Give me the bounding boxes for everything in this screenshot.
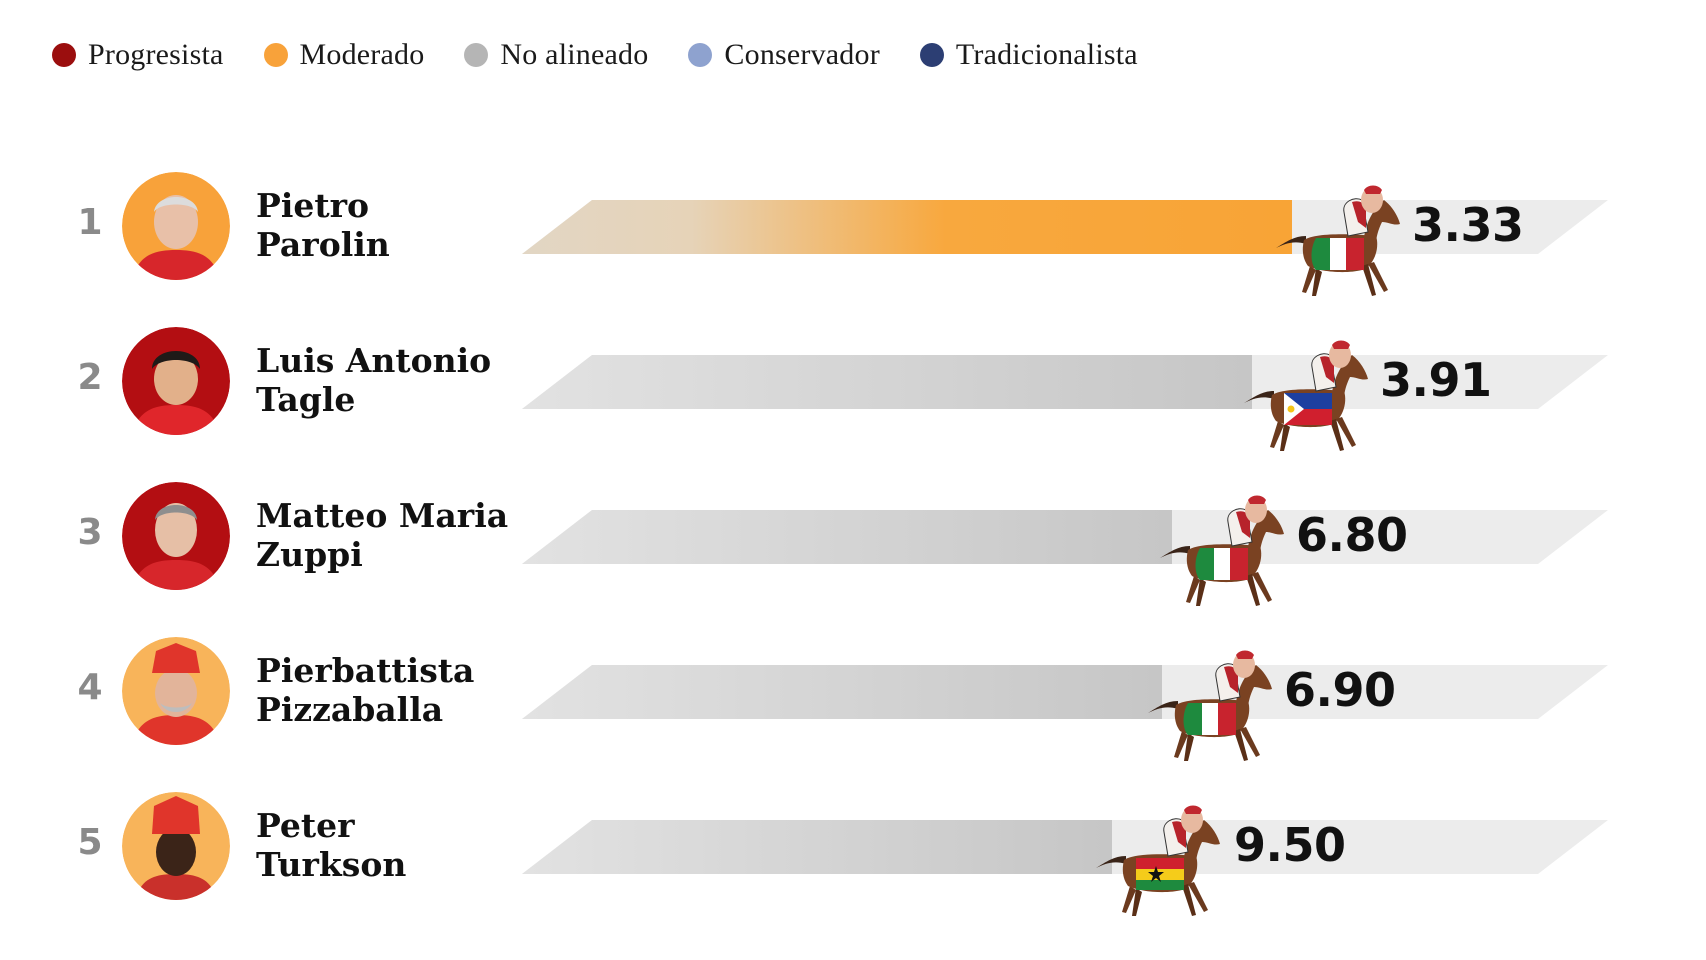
jockey-horse-icon (1096, 805, 1221, 917)
legend-dot-icon (919, 43, 944, 67)
legend-item-progresista: Progresista (52, 38, 224, 72)
candidate-row: 3 Matteo Maria Zuppi 6.80 (0, 460, 1706, 615)
first-name: Pietro (256, 186, 369, 225)
legend-item-moderado: Moderado (263, 38, 425, 72)
first-name: Matteo Maria (256, 496, 509, 535)
first-name: Peter (256, 806, 355, 845)
legend-item-no-alineado: No alineado (464, 38, 648, 72)
rank-number: 5 (77, 822, 103, 863)
legend-label: Moderado (299, 38, 425, 71)
candidate-row: 5 Peter Turkson 9.50 (0, 770, 1706, 925)
odds-value: 9.50 (1234, 818, 1346, 872)
legend-label: No alineado (500, 38, 649, 71)
odds-bar (522, 510, 1608, 564)
avatar (122, 482, 230, 590)
candidate-name: Peter Turkson (256, 806, 406, 884)
legend-dot-icon (688, 43, 713, 67)
odds-value: 3.33 (1412, 198, 1524, 252)
rank-number: 3 (77, 512, 103, 553)
portrait-icon (122, 637, 230, 745)
legend-label: Tradicionalista (955, 38, 1138, 71)
first-name: Luis Antonio (256, 341, 492, 380)
legend-item-conservador: Conservador (688, 38, 880, 72)
portrait-icon (122, 327, 230, 435)
odds-bar (522, 665, 1608, 719)
jockey-horse-icon (1244, 340, 1369, 452)
avatar (122, 792, 230, 900)
last-name: Turkson (256, 845, 407, 884)
candidate-row: 1 Pietro Parolin 3.33 (0, 150, 1706, 305)
first-name: Pierbattista (256, 651, 475, 690)
portrait-icon (122, 792, 230, 900)
last-name: Parolin (256, 225, 390, 264)
last-name: Zuppi (256, 535, 363, 574)
avatar (122, 327, 230, 435)
last-name: Tagle (256, 380, 356, 419)
portrait-icon (122, 482, 230, 590)
portrait-icon (122, 172, 230, 280)
jockey-horse-icon (1276, 185, 1401, 297)
rank-number: 2 (77, 357, 103, 398)
odds-value: 3.91 (1380, 353, 1492, 407)
jockey-horse-icon (1148, 650, 1273, 762)
legend-item-tradicionalista: Tradicionalista (919, 38, 1138, 72)
legend-dot-icon (464, 43, 489, 67)
rank-number: 4 (77, 667, 103, 708)
odds-value: 6.80 (1296, 508, 1408, 562)
legend-label: Progresista (88, 38, 224, 71)
legend-dot-icon (52, 43, 76, 67)
legend-label: Conservador (724, 38, 880, 71)
avatar (122, 172, 230, 280)
candidate-row: 2 Luis Antonio Tagle 3.91 (0, 305, 1706, 460)
jockey-horse-icon (1160, 495, 1285, 607)
rank-number: 1 (77, 202, 103, 243)
avatar (122, 637, 230, 745)
legend-dot-icon (263, 43, 288, 67)
candidate-name: Luis Antonio Tagle (256, 341, 491, 419)
candidate-name: Pierbattista Pizzaballa (256, 651, 474, 729)
candidate-name: Pietro Parolin (256, 186, 390, 264)
legend: Progresista Moderado No alineado Conserv… (52, 38, 1178, 72)
odds-value: 6.90 (1284, 663, 1396, 717)
last-name: Pizzaballa (256, 690, 444, 729)
candidate-row: 4 Pierbattista Pizzaballa 6.90 (0, 615, 1706, 770)
candidate-name: Matteo Maria Zuppi (256, 496, 508, 574)
odds-bar (522, 820, 1608, 874)
